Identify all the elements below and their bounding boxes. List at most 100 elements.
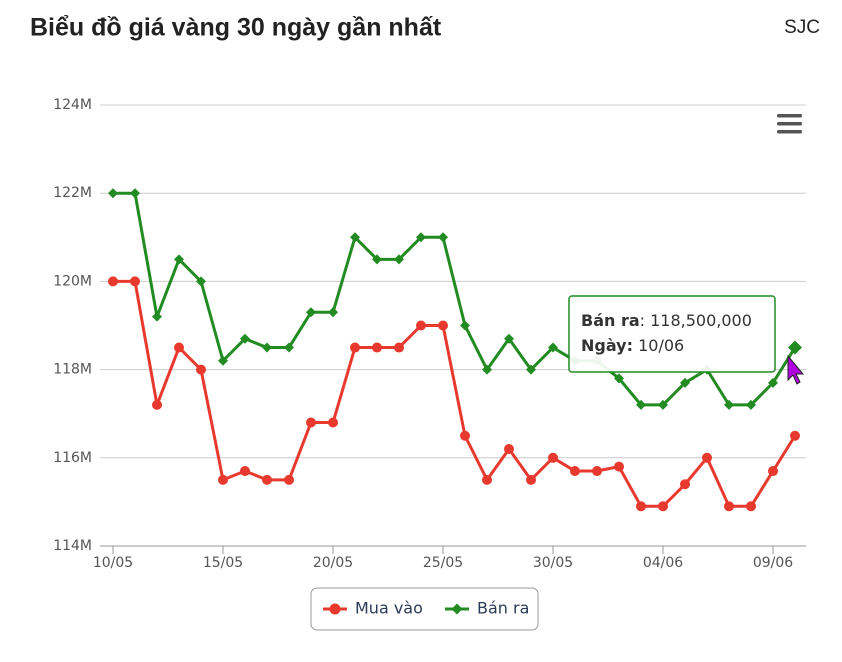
marker <box>372 254 382 265</box>
y-tick-label: 124M <box>53 97 92 113</box>
cursor <box>787 354 805 385</box>
y-tick-label: 122M <box>53 185 92 201</box>
marker <box>482 474 492 485</box>
tooltip-series: Bán ra <box>581 311 640 330</box>
marker <box>746 399 756 410</box>
marker <box>130 276 140 287</box>
chart-title: Biểu đồ giá vàng 30 ngày gần nhất <box>30 14 442 42</box>
marker <box>174 254 184 265</box>
legend-label: Bán ra <box>477 599 529 618</box>
marker <box>658 501 668 512</box>
marker <box>460 320 470 331</box>
marker <box>702 452 712 463</box>
marker <box>680 377 690 388</box>
tooltip-line: Bán ra: 118,500,000 <box>581 311 752 330</box>
marker <box>262 474 272 485</box>
marker <box>108 188 118 199</box>
marker <box>262 342 272 353</box>
marker <box>394 254 404 265</box>
marker <box>614 461 624 472</box>
x-tick-label: 15/05 <box>203 555 243 571</box>
marker <box>504 443 514 454</box>
marker <box>460 430 470 441</box>
marker <box>196 276 206 287</box>
plot-area: 114M 116M 118M 120M 122M 124M 10/05 15/05 20/05 2… <box>53 97 806 571</box>
marker <box>152 311 162 322</box>
marker <box>240 333 250 344</box>
marker <box>350 232 360 243</box>
marker <box>130 188 140 199</box>
marker <box>451 603 463 615</box>
marker <box>636 501 646 512</box>
marker <box>394 342 404 353</box>
marker <box>306 417 316 428</box>
marker <box>350 342 360 353</box>
marker <box>438 232 448 243</box>
tooltip-date: 10/06 <box>638 336 684 355</box>
legend-label: Mua vào <box>355 599 423 618</box>
marker <box>768 377 778 388</box>
marker <box>174 342 184 353</box>
tooltip: Bán ra: 118,500,000 Ngày: 10/06 <box>568 295 776 373</box>
marker <box>438 320 448 331</box>
marker <box>636 399 646 410</box>
marker <box>526 364 536 375</box>
marker <box>614 373 624 384</box>
marker <box>592 466 602 477</box>
marker <box>724 399 734 410</box>
legend-item[interactable]: Bán ra <box>445 599 529 618</box>
marker <box>680 479 690 490</box>
marker <box>526 474 536 485</box>
y-tick-label: 114M <box>53 538 92 554</box>
marker <box>658 399 668 410</box>
x-tick-label: 30/05 <box>533 555 573 571</box>
marker <box>548 452 558 463</box>
tooltip-date-label: Ngày: <box>581 336 633 355</box>
marker <box>372 342 382 353</box>
marker <box>768 466 778 477</box>
marker <box>218 355 228 366</box>
tooltip-sep: : <box>640 311 645 330</box>
legend: Mua vào Bán ra <box>310 587 539 631</box>
series-line <box>113 191 797 407</box>
tooltip-line: Ngày: 10/06 <box>581 336 684 355</box>
y-tick-label: 116M <box>53 450 92 466</box>
marker <box>240 466 250 477</box>
chart-subtitle: SJC <box>784 17 820 38</box>
marker <box>218 474 228 485</box>
marker <box>328 307 338 318</box>
marker <box>284 474 294 485</box>
x-tick-label: 09/06 <box>753 555 793 571</box>
legend-box <box>310 587 539 631</box>
menu-button[interactable] <box>776 112 802 136</box>
y-tick-label: 118M <box>53 362 92 378</box>
menu-bar <box>777 114 802 118</box>
marker <box>504 333 514 344</box>
marker <box>482 364 492 375</box>
marker <box>108 276 118 287</box>
x-tick-label: 20/05 <box>313 555 353 571</box>
marker <box>306 307 316 318</box>
marker <box>788 340 802 355</box>
marker <box>724 501 734 512</box>
y-tick-label: 120M <box>53 273 92 289</box>
x-tick-label: 04/06 <box>643 555 683 571</box>
menu-bar <box>777 122 802 126</box>
marker <box>416 232 426 243</box>
legend-item[interactable]: Mua vào <box>323 599 423 618</box>
tooltip-box <box>568 295 776 373</box>
x-tick-label: 10/05 <box>93 555 133 571</box>
marker <box>746 501 756 512</box>
tooltip-value: 118,500,000 <box>650 311 752 330</box>
marker <box>328 417 338 428</box>
marker <box>196 364 206 375</box>
marker <box>570 466 580 477</box>
marker <box>548 342 558 353</box>
marker <box>284 342 294 353</box>
marker <box>416 320 426 331</box>
x-tick-label: 25/05 <box>423 555 463 571</box>
marker <box>790 430 800 441</box>
menu-bar <box>777 130 802 134</box>
marker <box>152 399 162 410</box>
